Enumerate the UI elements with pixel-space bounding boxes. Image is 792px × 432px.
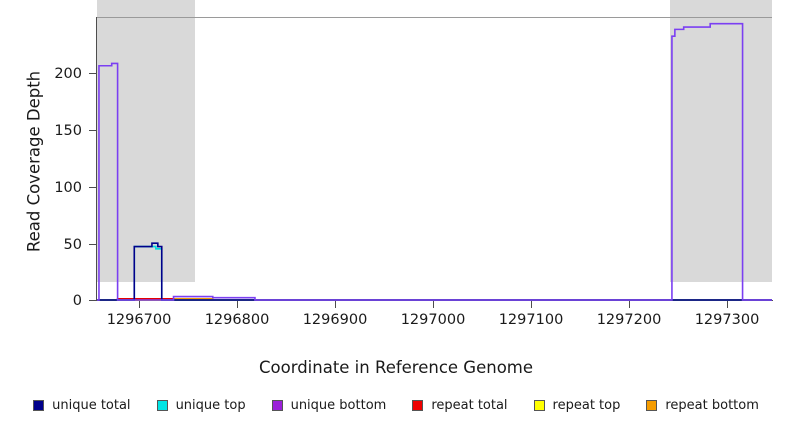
x-tick-3 bbox=[433, 301, 434, 308]
shaded-region-left bbox=[97, 0, 195, 282]
y-tick-label-2-text: 100 bbox=[54, 180, 82, 196]
x-tick-label-4: 1297100 bbox=[498, 312, 564, 328]
chart-legend: unique total unique top unique bottom repea… bbox=[0, 398, 792, 413]
y-axis-line bbox=[96, 17, 97, 301]
legend-label: repeat total bbox=[431, 398, 508, 413]
legend-swatch-icon bbox=[646, 400, 658, 411]
legend-label: unique total bbox=[52, 398, 131, 413]
x-tick-6 bbox=[727, 301, 728, 308]
legend-swatch-icon bbox=[271, 400, 283, 411]
legend-item-unique-bottom[interactable]: unique bottom bbox=[271, 398, 387, 413]
plot-top-border bbox=[97, 17, 772, 18]
y-tick-3 bbox=[89, 130, 96, 131]
x-tick-2 bbox=[335, 301, 336, 308]
y-axis-title: Read Coverage Depth bbox=[24, 70, 44, 253]
x-tick-5 bbox=[629, 301, 630, 308]
shaded-region-right bbox=[670, 0, 772, 282]
y-tick-label-1-text: 50 bbox=[63, 237, 82, 253]
x-tick-label-2: 1296900 bbox=[302, 312, 368, 328]
y-tick-label-0-text: 0 bbox=[72, 293, 82, 309]
x-axis-title: Coordinate in Reference Genome bbox=[258, 358, 534, 377]
legend-swatch-icon bbox=[533, 400, 545, 411]
y-tick-4 bbox=[89, 73, 96, 74]
y-tick-label-4: 200 bbox=[38, 66, 82, 82]
y-tick-2 bbox=[89, 187, 96, 188]
y-tick-label-3-text: 150 bbox=[54, 123, 82, 139]
x-tick-0 bbox=[139, 301, 140, 308]
series-unique-total bbox=[97, 242, 772, 301]
legend-item-unique-total[interactable]: unique total bbox=[33, 398, 131, 413]
legend-swatch-icon bbox=[412, 400, 424, 411]
legend-item-repeat-total[interactable]: repeat total bbox=[412, 398, 508, 413]
x-tick-1 bbox=[237, 301, 238, 308]
legend-item-unique-top[interactable]: unique top bbox=[156, 398, 246, 413]
y-tick-label-0: 0 bbox=[38, 293, 82, 309]
y-tick-label-4-text: 200 bbox=[54, 66, 82, 82]
x-tick-label-3: 1297000 bbox=[400, 312, 466, 328]
y-tick-label-2: 100 bbox=[38, 180, 82, 196]
x-tick-label-1: 1296800 bbox=[204, 312, 270, 328]
x-tick-label-6: 1297300 bbox=[694, 312, 760, 328]
series-unique-bottom bbox=[97, 22, 772, 301]
series-unique-top bbox=[97, 245, 772, 301]
legend-label: repeat bottom bbox=[665, 398, 759, 413]
legend-item-repeat-top[interactable]: repeat top bbox=[533, 398, 621, 413]
x-tick-label-0: 1296700 bbox=[106, 312, 172, 328]
legend-swatch-icon bbox=[33, 400, 45, 411]
y-tick-label-3: 150 bbox=[38, 123, 82, 139]
legend-label: unique top bbox=[175, 398, 246, 413]
y-tick-label-1: 50 bbox=[38, 237, 82, 253]
legend-label: repeat top bbox=[552, 398, 621, 413]
x-tick-4 bbox=[531, 301, 532, 308]
x-tick-label-5: 1297200 bbox=[596, 312, 662, 328]
y-tick-1 bbox=[89, 244, 96, 245]
legend-item-repeat-bottom[interactable]: repeat bottom bbox=[646, 398, 759, 413]
legend-label: unique bottom bbox=[290, 398, 387, 413]
y-tick-0 bbox=[89, 300, 96, 301]
legend-swatch-icon bbox=[156, 400, 168, 411]
